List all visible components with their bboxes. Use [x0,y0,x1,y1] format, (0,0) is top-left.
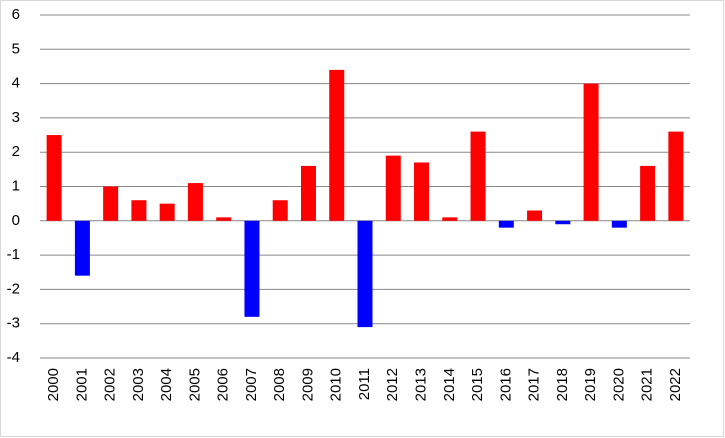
bar [187,183,203,221]
y-tick-label: -2 [7,280,20,297]
bar [583,83,599,221]
bar [159,203,175,221]
bar [611,220,627,228]
x-tick-label: 2013 [412,368,429,401]
y-tick-label: -1 [7,246,20,263]
y-tick-label: -3 [7,315,20,332]
x-tick-label: 2018 [554,368,571,401]
bar [103,186,119,221]
y-tick-label: 5 [12,40,20,57]
x-tick-label: 2002 [102,368,119,401]
y-tick-label: 0 [12,212,20,229]
bar [300,165,316,221]
bar [527,210,543,221]
y-tick-label: 2 [12,143,20,160]
x-tick-label: 2009 [299,368,316,401]
y-tick-label: 3 [12,109,20,126]
x-tick-label: 2014 [441,368,458,401]
x-tick-label: 2007 [243,368,260,401]
x-tick-label: 2005 [186,368,203,401]
bar [131,200,147,221]
bar [498,220,514,228]
bar [414,162,430,221]
x-tick-label: 2000 [45,368,62,401]
x-tick-label: 2006 [215,368,232,401]
bar [640,165,656,221]
x-tick-label: 2021 [639,368,656,401]
x-tick-label: 2010 [328,368,345,401]
bar [470,131,486,221]
x-tick-label: 2022 [667,368,684,401]
bar [668,131,684,221]
y-tick-label: 4 [12,75,20,92]
x-tick-label: 2001 [73,368,90,401]
x-tick-label: 2019 [582,368,599,401]
x-tick-label: 2020 [610,368,627,401]
bar [272,200,288,221]
y-tick-label: -4 [7,349,20,366]
y-tick-label: 6 [12,6,20,23]
x-tick-label: 2003 [130,368,147,401]
bar [46,135,62,221]
x-tick-label: 2011 [356,368,373,400]
bar [74,220,90,276]
bar [442,217,458,221]
bar [216,217,232,221]
x-tick-label: 2012 [384,368,401,401]
x-tick-label: 2016 [497,368,514,401]
y-tick-label: 1 [12,177,20,194]
bar [357,220,373,328]
x-tick-label: 2004 [158,368,175,401]
bar [244,220,260,317]
bar [329,69,345,221]
x-tick-label: 2017 [526,368,543,401]
bar [555,220,571,225]
x-tick-label: 2008 [271,368,288,401]
bar [385,155,401,221]
x-tick-label: 2015 [469,368,486,401]
